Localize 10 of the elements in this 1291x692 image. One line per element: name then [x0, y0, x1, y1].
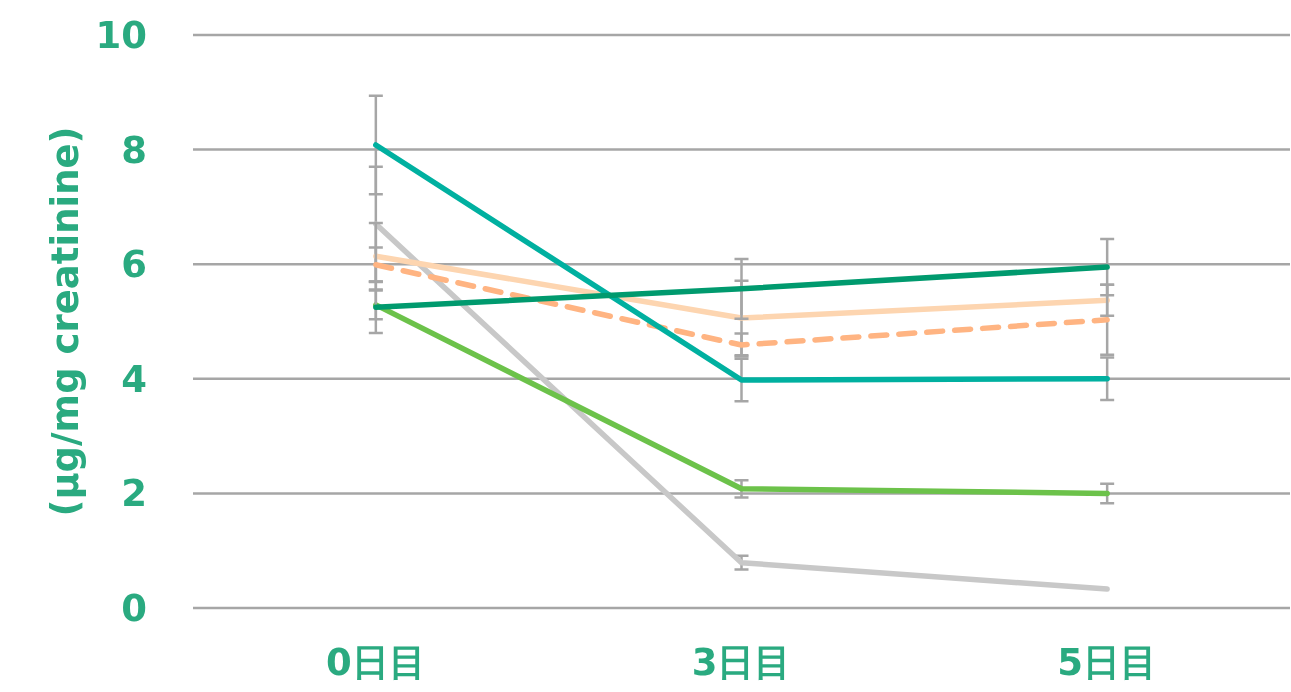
- y-tick-label: 6: [121, 243, 147, 287]
- y-axis-title: (µg/mg creatinine): [44, 126, 87, 517]
- y-tick-label: 2: [121, 472, 147, 516]
- x-tick-label: 0日目: [325, 641, 426, 684]
- x-tick-label: 5日目: [1057, 641, 1158, 684]
- y-tick-label: 0: [121, 587, 147, 630]
- y-tick-label: 8: [121, 128, 147, 172]
- y-tick-label: 4: [121, 357, 147, 401]
- x-tick-label: 3日目: [691, 641, 792, 684]
- y-tick-label: 10: [95, 14, 147, 57]
